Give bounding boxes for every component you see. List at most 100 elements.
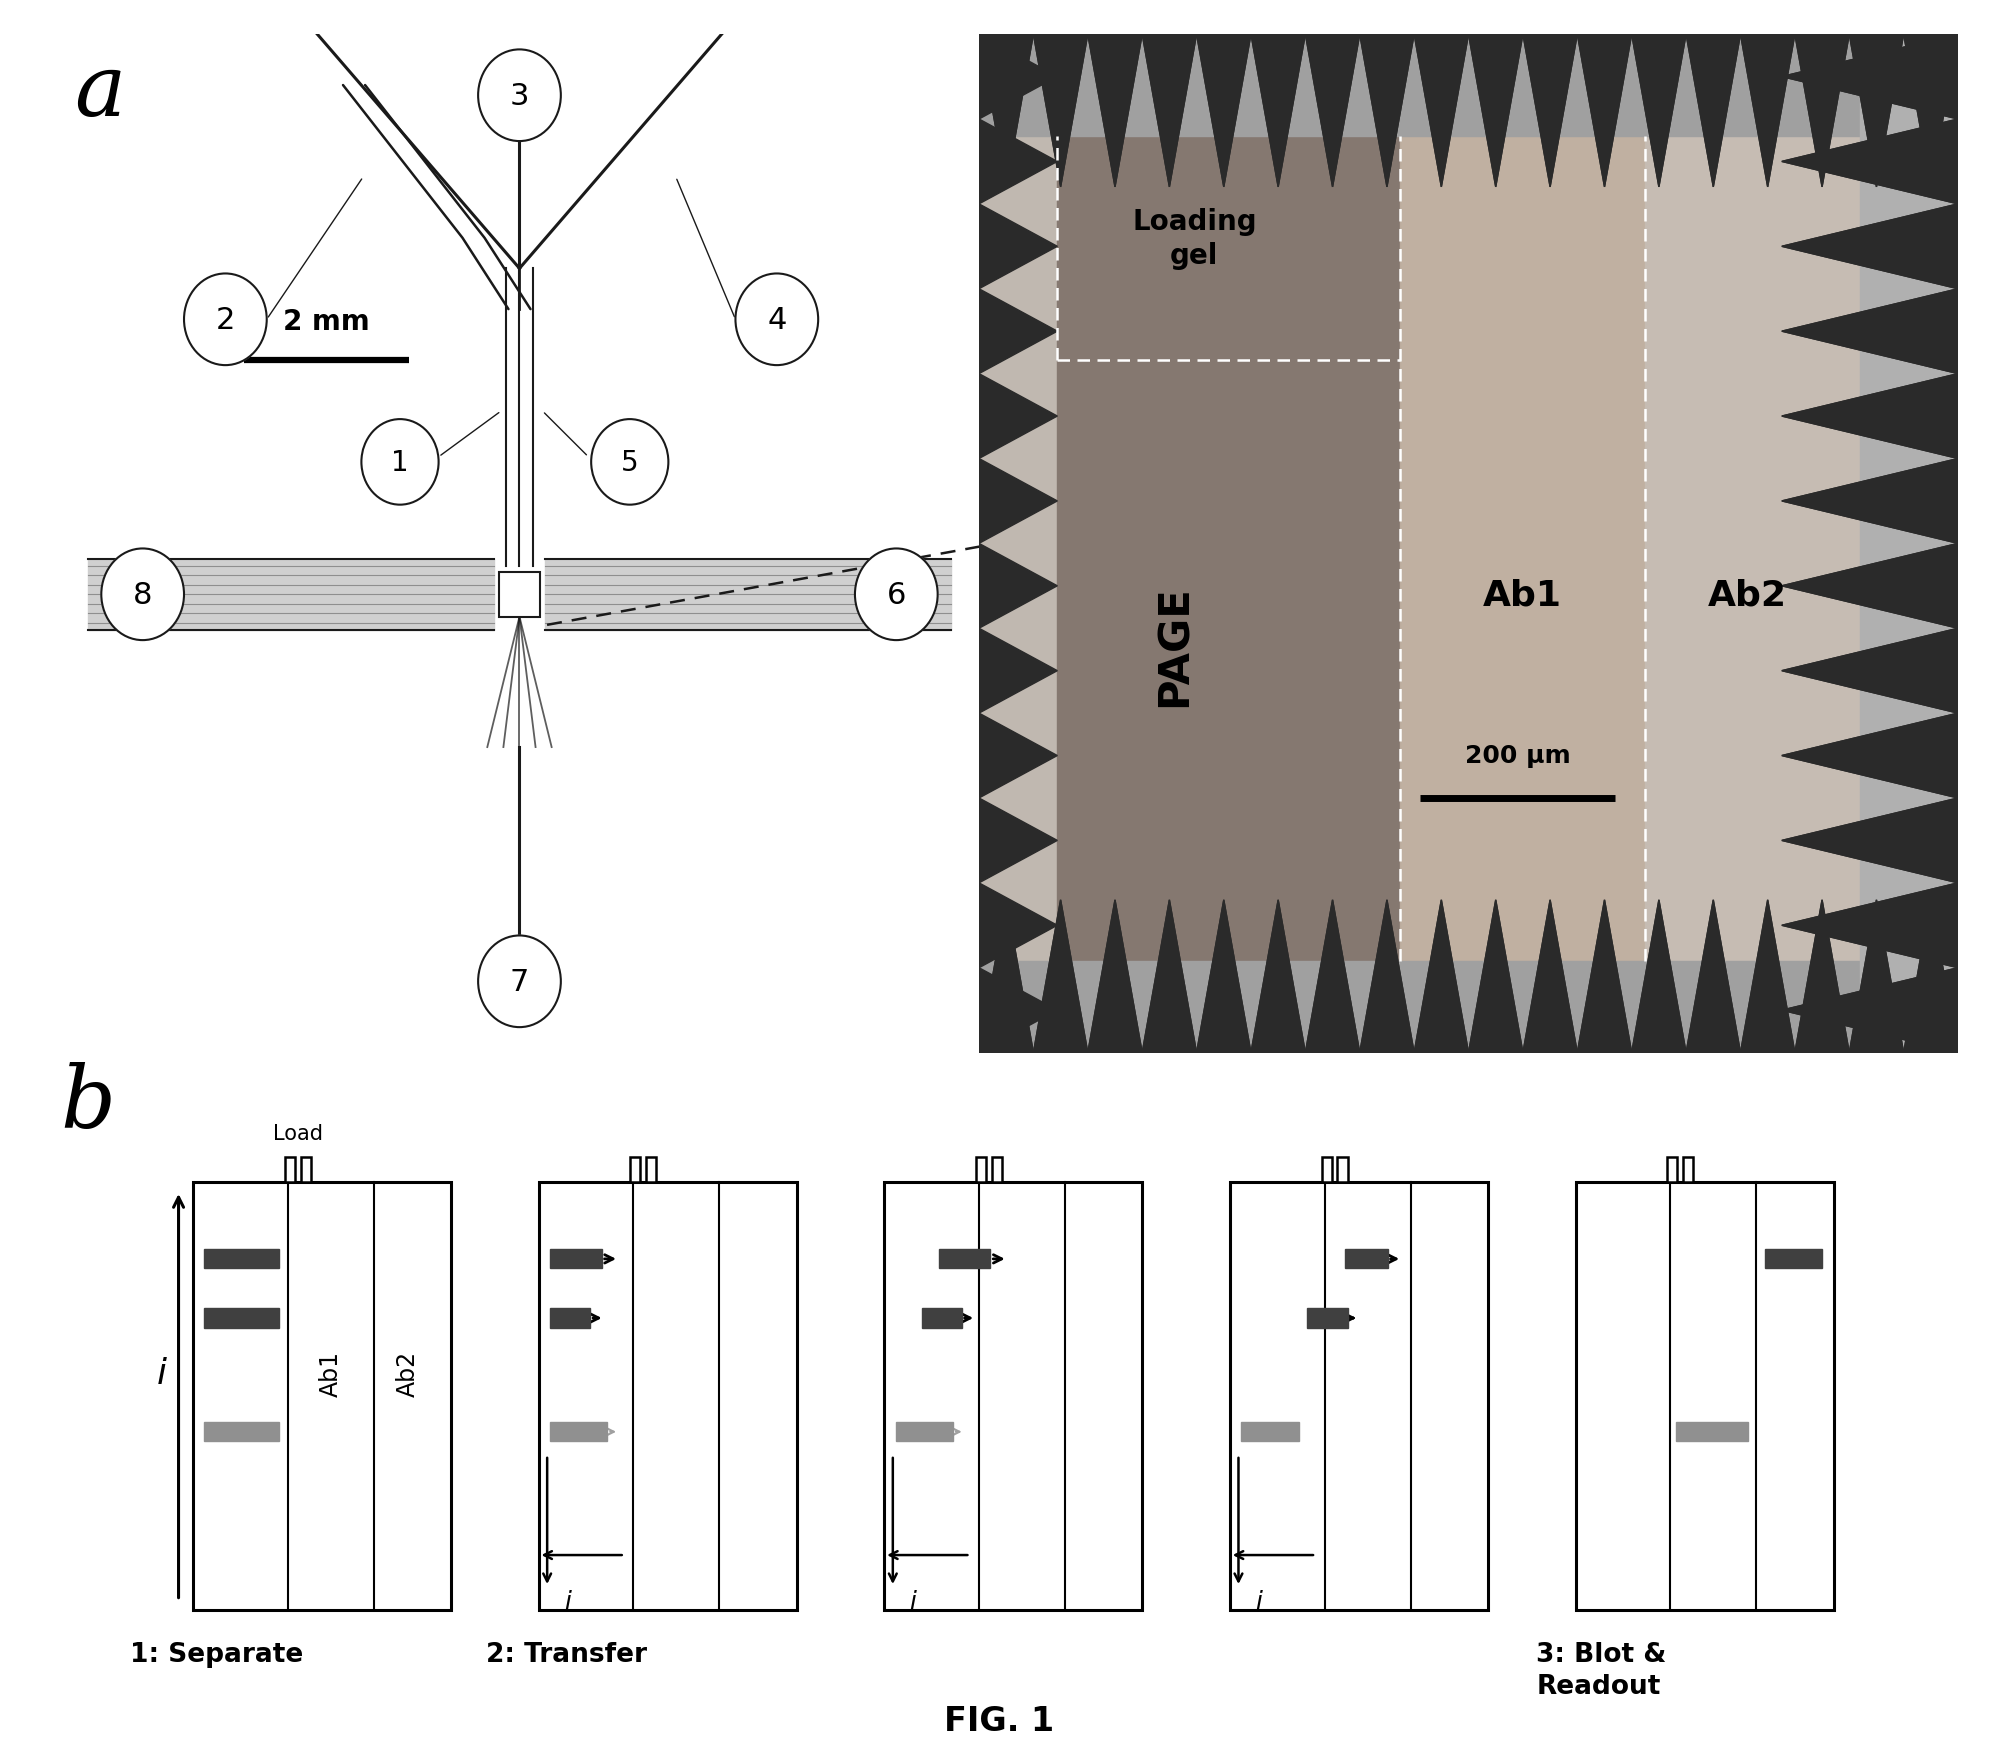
Text: i: i — [909, 1588, 917, 1613]
Bar — [631, 1157, 641, 1183]
Polygon shape — [1740, 900, 1794, 1053]
Bar — [1576, 1183, 1834, 1609]
Circle shape — [184, 274, 268, 367]
Polygon shape — [979, 205, 1057, 290]
Polygon shape — [1305, 35, 1361, 188]
Bar — [1057, 126, 1401, 962]
Text: PAGE: PAGE — [1153, 584, 1197, 707]
Polygon shape — [1576, 900, 1632, 1053]
Text: Ab2: Ab2 — [1708, 577, 1786, 612]
Polygon shape — [1782, 544, 1958, 628]
Polygon shape — [1782, 883, 1958, 969]
Polygon shape — [1782, 205, 1958, 290]
Text: 3: Blot &
Readout: 3: Blot & Readout — [1536, 1641, 1666, 1699]
Bar — [286, 1157, 296, 1183]
Polygon shape — [979, 714, 1057, 799]
Polygon shape — [1782, 883, 1958, 969]
Polygon shape — [1782, 714, 1958, 799]
Text: Loading
gel: Loading gel — [1133, 207, 1257, 270]
Polygon shape — [1782, 374, 1958, 460]
Bar — [194, 1183, 452, 1609]
Bar — [885, 1183, 1143, 1609]
Text: Ab1: Ab1 — [318, 1350, 342, 1397]
Polygon shape — [1361, 35, 1415, 188]
Polygon shape — [1143, 900, 1197, 1053]
Polygon shape — [1087, 35, 1143, 188]
Polygon shape — [979, 900, 1033, 1053]
Text: Load: Load — [272, 1123, 322, 1144]
Polygon shape — [1305, 900, 1361, 1053]
Bar — [1676, 1422, 1748, 1441]
Polygon shape — [979, 544, 1057, 628]
Polygon shape — [1782, 799, 1958, 883]
Polygon shape — [1522, 35, 1576, 188]
Polygon shape — [1740, 35, 1794, 188]
Polygon shape — [1576, 35, 1632, 188]
Polygon shape — [979, 35, 1033, 188]
Polygon shape — [1197, 35, 1251, 188]
Polygon shape — [1782, 544, 1958, 628]
Text: 2: Transfer: 2: Transfer — [486, 1641, 647, 1667]
Bar — [300, 1157, 310, 1183]
Circle shape — [478, 51, 561, 142]
Polygon shape — [1850, 35, 1904, 188]
Text: FIG. 1: FIG. 1 — [943, 1704, 1055, 1737]
Polygon shape — [1251, 900, 1305, 1053]
Polygon shape — [979, 374, 1057, 460]
Polygon shape — [1782, 205, 1958, 290]
Polygon shape — [1361, 900, 1415, 1053]
Polygon shape — [1782, 119, 1958, 205]
Polygon shape — [1469, 900, 1522, 1053]
Bar — [545, 560, 951, 630]
Text: a: a — [74, 51, 126, 133]
Bar — [645, 1157, 655, 1183]
Bar — [88, 560, 494, 630]
Polygon shape — [979, 35, 1033, 188]
Bar — [1307, 1309, 1347, 1329]
Bar — [979, 35, 1958, 137]
Polygon shape — [1686, 35, 1740, 188]
Polygon shape — [1782, 799, 1958, 883]
Polygon shape — [1782, 290, 1958, 374]
Polygon shape — [979, 628, 1057, 714]
Polygon shape — [1782, 969, 1958, 1053]
Polygon shape — [1522, 35, 1576, 188]
Bar — [204, 1422, 280, 1441]
Polygon shape — [1033, 35, 1087, 188]
Polygon shape — [1686, 900, 1740, 1053]
Polygon shape — [1469, 35, 1522, 188]
Polygon shape — [1033, 900, 1087, 1053]
Circle shape — [478, 935, 561, 1027]
Text: 1: 1 — [392, 449, 410, 477]
Circle shape — [591, 419, 669, 505]
Polygon shape — [1305, 900, 1361, 1053]
Polygon shape — [1782, 628, 1958, 714]
Polygon shape — [1782, 119, 1958, 205]
Text: 2: 2 — [216, 305, 236, 335]
Polygon shape — [1632, 900, 1686, 1053]
Polygon shape — [1522, 900, 1576, 1053]
Bar — [1345, 1250, 1389, 1269]
Polygon shape — [1794, 35, 1850, 188]
Polygon shape — [1904, 35, 1958, 188]
Polygon shape — [1686, 900, 1740, 1053]
Polygon shape — [1782, 374, 1958, 460]
Polygon shape — [1782, 714, 1958, 799]
Text: Ab2: Ab2 — [396, 1350, 420, 1397]
Text: i: i — [563, 1588, 571, 1613]
Bar — [1241, 1422, 1299, 1441]
Text: 1: Separate: 1: Separate — [130, 1641, 304, 1667]
Circle shape — [362, 419, 440, 505]
Bar — [1668, 1157, 1678, 1183]
Bar — [549, 1309, 589, 1329]
Polygon shape — [1576, 35, 1632, 188]
Circle shape — [102, 549, 184, 641]
Bar — [549, 1422, 607, 1441]
Bar — [539, 1183, 797, 1609]
Bar — [204, 1250, 280, 1269]
Polygon shape — [1850, 35, 1904, 188]
Polygon shape — [979, 460, 1057, 544]
Bar — [1231, 1183, 1489, 1609]
Polygon shape — [979, 883, 1057, 969]
Bar — [500, 572, 539, 618]
